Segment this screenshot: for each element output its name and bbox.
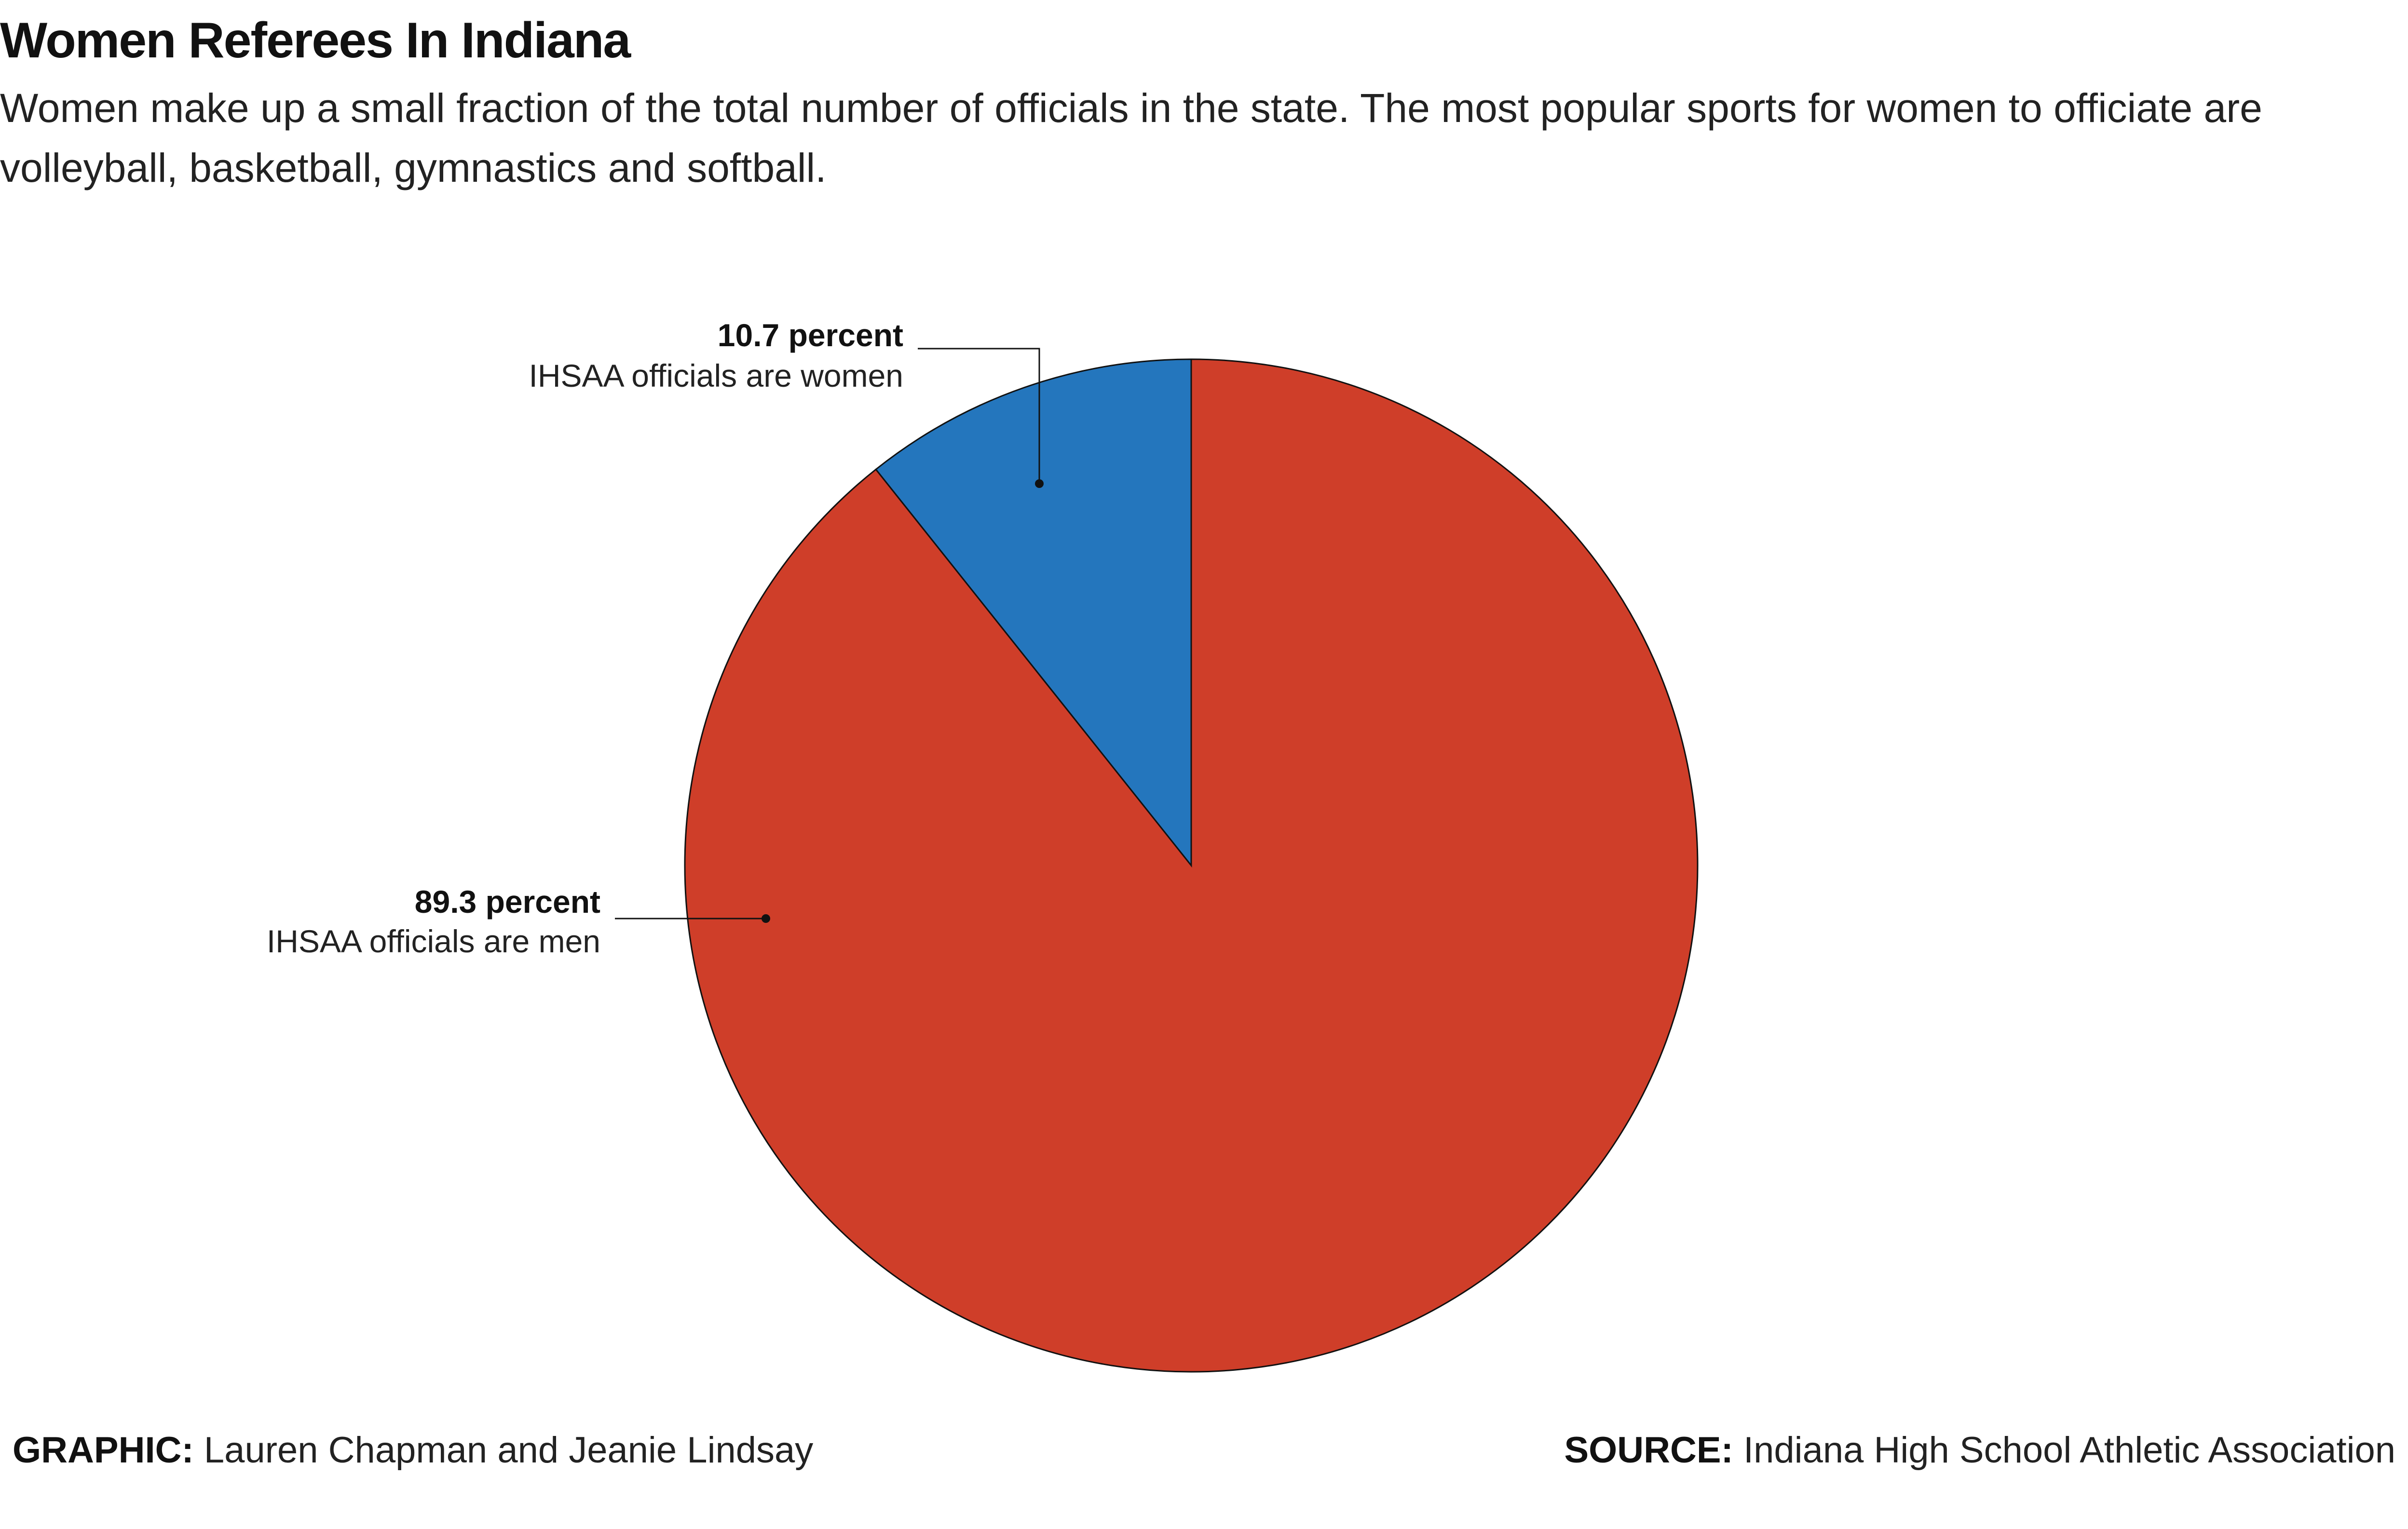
leader-line-women [918, 348, 1040, 484]
slice-label-text-men: IHSAA officials are men [267, 923, 600, 959]
source-credit: SOURCE: Indiana High School Athletic Ass… [1564, 1426, 2395, 1475]
graphic-credit: GRAPHIC: Lauren Chapman and Jeanie Linds… [13, 1426, 813, 1475]
graphic-credit-value: Lauren Chapman and Jeanie Lindsay [204, 1430, 814, 1471]
chart-subtitle: Women make up a small fraction of the to… [0, 85, 2262, 190]
leader-dot-women [1035, 479, 1044, 488]
pie-slice-women [874, 358, 1192, 868]
chart-header: Women Referees In Indiana Women make up … [0, 7, 2373, 198]
source-credit-label: SOURCE: [1564, 1430, 1733, 1471]
slice-label-text-women: IHSAA officials are women [529, 358, 903, 393]
slice-label-value-women: 10.7 percent [718, 317, 903, 353]
chart-title: Women Referees In Indiana [0, 13, 631, 68]
pie-slice-men [684, 358, 1699, 1373]
leader-dot-men [762, 914, 770, 923]
graphic-credit-label: GRAPHIC: [13, 1430, 194, 1471]
slice-label-value-men: 89.3 percent [415, 884, 600, 920]
source-credit-value: Indiana High School Athletic Association [1743, 1430, 2395, 1471]
